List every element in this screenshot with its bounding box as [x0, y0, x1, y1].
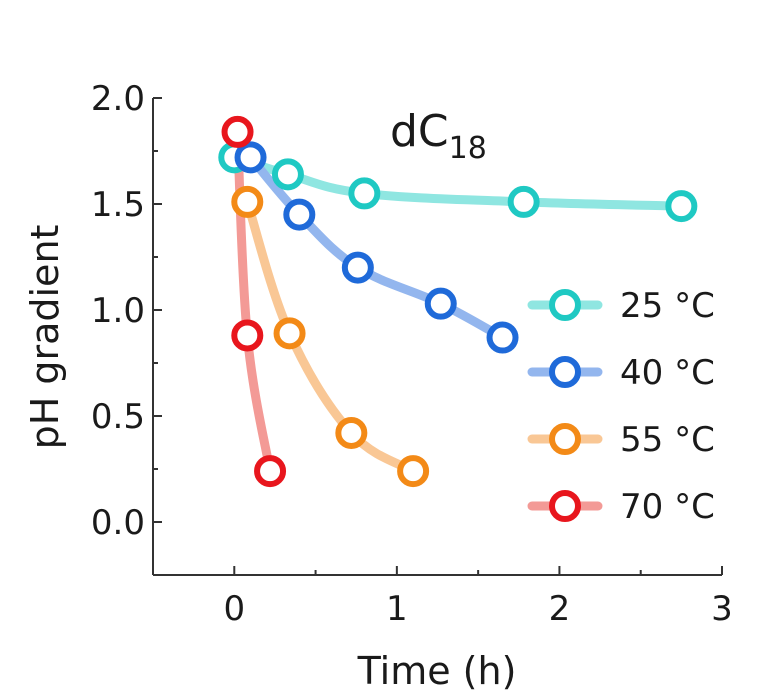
legend-swatch-marker: [549, 423, 581, 455]
data-point: [231, 319, 264, 352]
data-point: [397, 455, 430, 488]
x-tick-label: 3: [711, 589, 733, 629]
x-ticks: 0 1 2 3: [152, 566, 733, 629]
y-tick-label: 0.0: [91, 503, 145, 543]
data-point: [254, 455, 287, 488]
series-points: [218, 115, 698, 488]
legend-label: 70 °C: [620, 487, 715, 527]
series-line: [233, 127, 275, 476]
data-point: [273, 317, 306, 350]
data-point: [486, 321, 519, 354]
data-point: [665, 190, 698, 223]
data-point: [341, 251, 374, 284]
series-line: [242, 197, 418, 476]
y-tick-label: 1.0: [91, 291, 145, 331]
data-point: [424, 287, 457, 320]
x-axis-title: Time (h): [357, 649, 517, 693]
y-tick-label: 0.5: [91, 397, 145, 437]
data-point: [348, 177, 381, 210]
data-point: [231, 185, 264, 218]
x-tick-label: 2: [549, 589, 571, 629]
legend-entry: 55 °C: [527, 420, 715, 460]
legend-swatch-marker: [549, 356, 581, 388]
y-tick-label: 1.5: [91, 185, 145, 225]
legend-swatch-marker: [549, 289, 581, 321]
chart-title-main: dC: [390, 106, 449, 157]
data-point: [234, 141, 267, 174]
data-point: [507, 185, 540, 218]
legend-label: 40 °C: [620, 353, 715, 393]
x-tick-label: 0: [223, 589, 245, 629]
legend: 25 °C 40 °C 55 °C 70 °C: [527, 286, 715, 527]
data-point: [221, 115, 254, 148]
data-point: [335, 416, 368, 449]
data-point: [283, 198, 316, 231]
x-tick-label: 1: [386, 589, 408, 629]
legend-swatch-marker: [549, 490, 581, 522]
legend-entry: 40 °C: [527, 353, 715, 393]
legend-entry: 25 °C: [527, 286, 715, 326]
y-tick-label: 2.0: [91, 79, 145, 119]
legend-entry: 70 °C: [527, 487, 715, 527]
y-axis-title: pH gradient: [23, 225, 67, 450]
chart-title-subscript: 18: [449, 131, 487, 166]
legend-label: 55 °C: [620, 420, 715, 460]
y-ticks: 0.0 0.5 1.0 1.5 2.0: [91, 79, 162, 543]
chart-title: dC18: [390, 106, 487, 166]
legend-label: 25 °C: [620, 286, 715, 326]
data-point: [271, 158, 304, 191]
